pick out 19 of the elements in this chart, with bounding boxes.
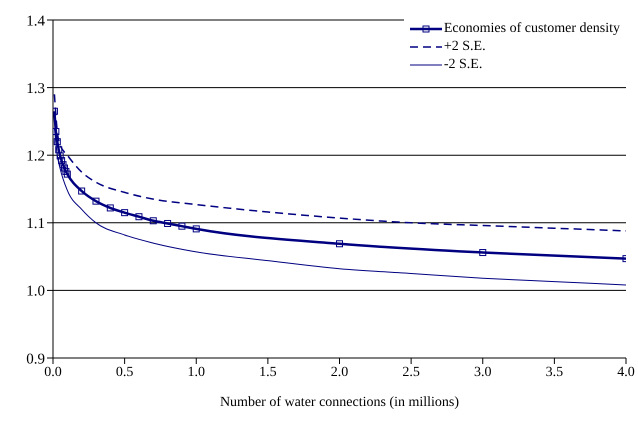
- legend-label: -2 S.E.: [444, 57, 482, 73]
- y-tick-label: 1.2: [26, 148, 45, 165]
- x-tick-label: 2.5: [402, 364, 420, 380]
- y-tick-label: 1.0: [26, 284, 45, 300]
- x-tick-label: 3.5: [546, 364, 564, 380]
- x-tick-label: 0.5: [116, 364, 134, 380]
- x-tick-label: 3.0: [474, 364, 492, 380]
- x-tick-label: 1.5: [259, 364, 277, 380]
- legend-label: +2 S.E.: [444, 39, 486, 55]
- x-tick-label: 0.0: [44, 364, 62, 380]
- y-tick-label: 1.4: [26, 13, 46, 30]
- y-tick-label: 1.1: [26, 216, 45, 232]
- legend-label: Economies of customer density: [444, 21, 620, 37]
- x-axis-title: Number of water connections (in millions): [220, 395, 460, 410]
- x-tick-label: 4.0: [617, 364, 635, 380]
- y-tick-label: 0.9: [26, 351, 45, 368]
- x-tick-label: 1.0: [188, 364, 205, 380]
- x-tick-label: 2.0: [330, 364, 348, 380]
- y-tick-label: 1.3: [26, 80, 45, 97]
